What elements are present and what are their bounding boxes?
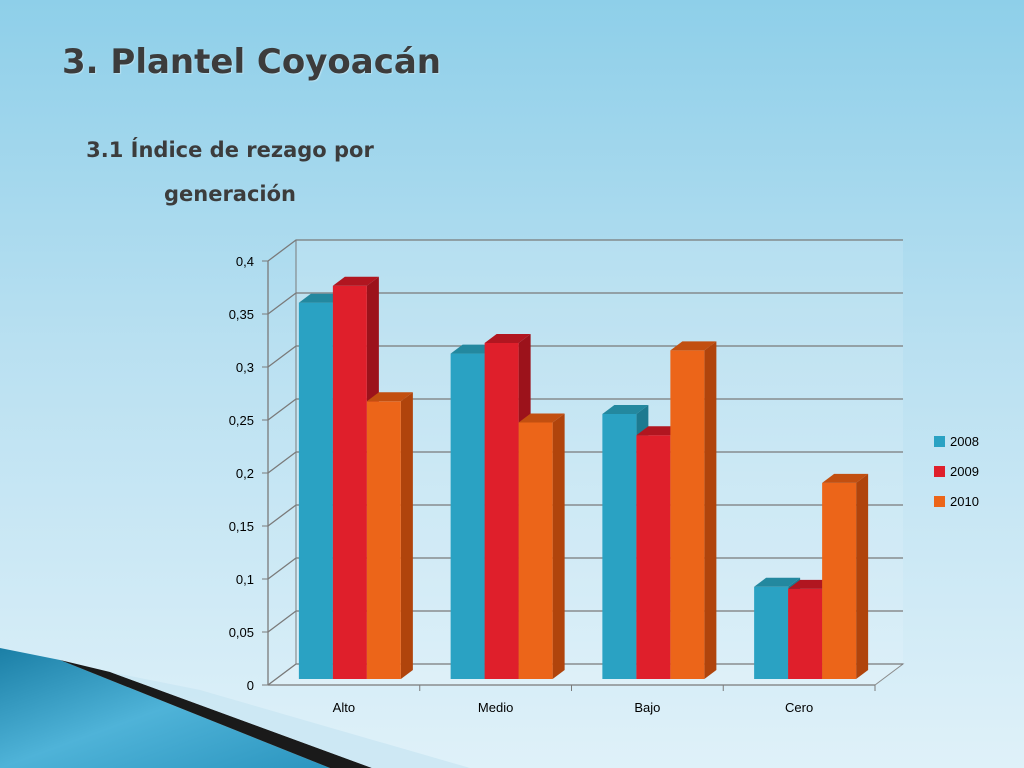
bar-top — [366, 392, 413, 402]
bar-top — [332, 276, 379, 286]
bar-top — [754, 577, 801, 587]
legend-swatch — [934, 466, 945, 477]
y-tick-label: 0,35 — [229, 307, 254, 322]
x-tick-label: Cero — [785, 700, 813, 715]
bar-top — [822, 473, 869, 483]
bar-side — [704, 341, 717, 679]
bar-top — [670, 341, 717, 351]
bar — [484, 342, 519, 679]
y-tick-label: 0,1 — [236, 572, 254, 587]
bar — [366, 401, 401, 679]
y-tick-label: 0,15 — [229, 519, 254, 534]
y-tick-label: 0,4 — [236, 254, 254, 269]
slide-title: 3. Plantel Coyoacán — [62, 42, 442, 82]
bar — [602, 414, 637, 679]
x-tick-label: Alto — [333, 700, 355, 715]
legend-label: 2010 — [950, 494, 979, 509]
slide-subtitle: 3.1 Índice de rezago por generación — [86, 138, 374, 206]
x-tick-label: Bajo — [634, 700, 660, 715]
bar-top — [518, 413, 565, 423]
bar — [636, 435, 671, 679]
y-tick-label: 0,3 — [236, 360, 254, 375]
y-tick-label: 0,05 — [229, 625, 254, 640]
bar — [332, 285, 367, 679]
bar — [754, 586, 789, 679]
bar-side — [400, 392, 413, 679]
bar — [450, 353, 485, 679]
legend-swatch — [934, 496, 945, 507]
y-tick-label: 0,2 — [236, 466, 254, 481]
bar-side — [856, 473, 869, 679]
bar — [788, 588, 823, 679]
x-tick-label: Medio — [478, 700, 513, 715]
legend-label: 2009 — [950, 464, 979, 479]
bar-side — [552, 413, 565, 679]
legend-label: 2008 — [950, 434, 979, 449]
y-tick-label: 0,25 — [229, 413, 254, 428]
bar-top — [602, 405, 649, 414]
bar — [518, 422, 553, 679]
bar — [298, 302, 333, 679]
y-tick-label: 0 — [247, 678, 254, 693]
bar — [822, 482, 857, 679]
bar — [670, 350, 705, 679]
bar-top — [484, 333, 531, 343]
legend-swatch — [934, 436, 945, 447]
